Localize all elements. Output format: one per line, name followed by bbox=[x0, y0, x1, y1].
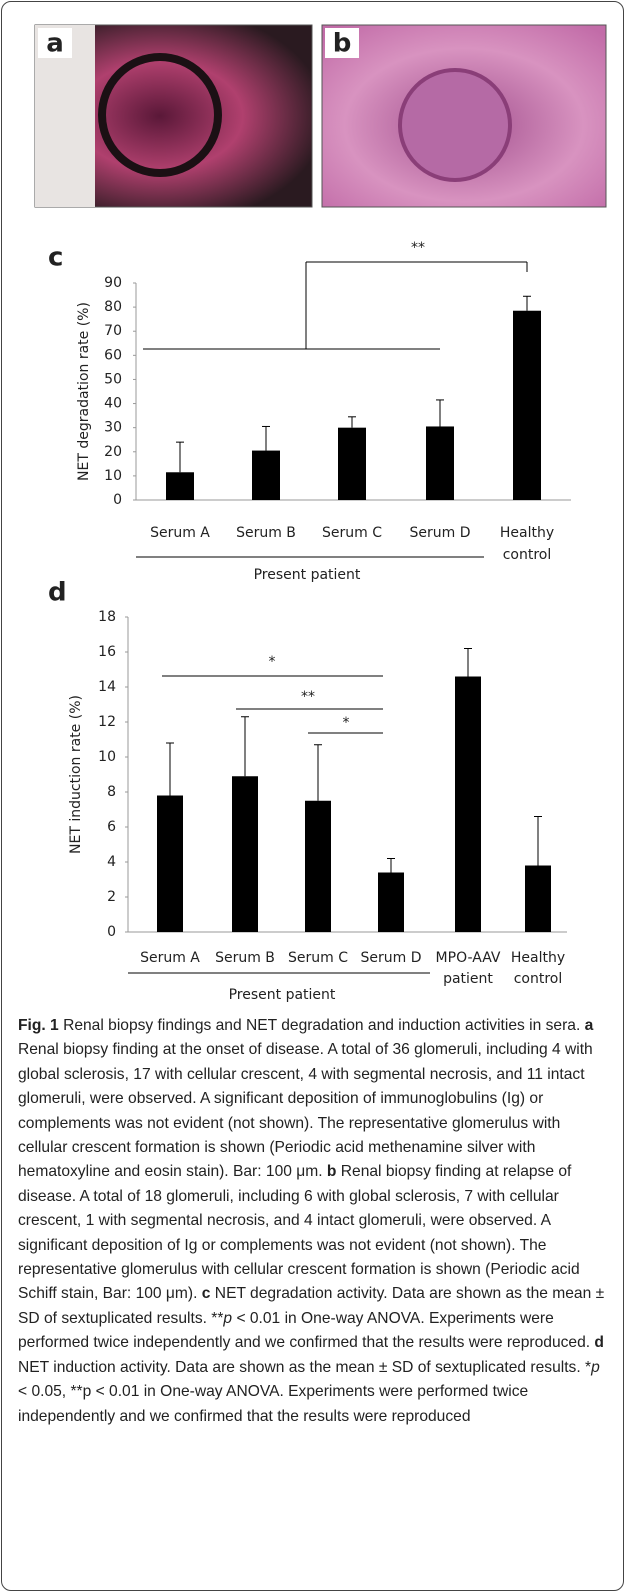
y-tick-label: 6 bbox=[107, 819, 116, 835]
caption-text: a bbox=[585, 1017, 594, 1034]
significance: ** bbox=[301, 689, 315, 705]
panel-label: a bbox=[46, 29, 64, 59]
caption-text: d bbox=[594, 1334, 604, 1351]
y-tick-label: 16 bbox=[98, 644, 116, 660]
x-tick-label: Healthy control bbox=[511, 950, 565, 987]
error-bar bbox=[241, 717, 249, 777]
y-tick-label: 40 bbox=[104, 396, 122, 412]
bar bbox=[305, 801, 331, 932]
x-tick-label: Serum A bbox=[150, 525, 210, 541]
error-bar bbox=[464, 649, 472, 677]
y-tick-label: 14 bbox=[98, 679, 116, 695]
x-tick-label: Serum C bbox=[322, 525, 382, 541]
group-label: Present patient bbox=[229, 987, 336, 1003]
y-tick-label: 30 bbox=[104, 420, 122, 436]
error-bar bbox=[262, 426, 270, 450]
x-tick-label: Serum B bbox=[215, 950, 275, 966]
y-axis-label: NET degradation rate (%) bbox=[76, 302, 92, 481]
bar bbox=[378, 873, 404, 933]
panel-label: b bbox=[333, 29, 352, 59]
caption-text: Renal biopsy finding at the onset of dis… bbox=[18, 1041, 593, 1180]
error-bar bbox=[534, 817, 542, 866]
caption-text: p bbox=[223, 1310, 232, 1327]
caption-text: < 0.05, **p < 0.01 in One-way ANOVA. Exp… bbox=[18, 1383, 528, 1424]
panel-label: c bbox=[48, 243, 63, 273]
y-tick-label: 18 bbox=[98, 609, 116, 625]
glomerulus bbox=[400, 70, 510, 180]
y-tick-label: 0 bbox=[107, 924, 116, 940]
y-tick-label: 12 bbox=[98, 714, 116, 730]
label-line: control bbox=[514, 971, 563, 987]
y-tick-label: 10 bbox=[98, 749, 116, 765]
bar bbox=[252, 451, 280, 500]
caption-text: Renal biopsy findings and NET degradatio… bbox=[59, 1017, 585, 1034]
label-line: control bbox=[503, 547, 552, 563]
error-bar bbox=[314, 745, 322, 801]
caption-text: b bbox=[327, 1163, 337, 1180]
label-line: Healthy bbox=[511, 950, 565, 966]
panel-label: d bbox=[48, 578, 67, 608]
caption-text: Fig. 1 bbox=[18, 1017, 59, 1034]
x-tick-label: MPO-AAV patient bbox=[436, 950, 501, 987]
bar bbox=[232, 776, 258, 932]
x-tick-label: Serum D bbox=[410, 525, 471, 541]
error-bar bbox=[387, 859, 395, 873]
y-tick-label: 0 bbox=[113, 492, 122, 508]
bar bbox=[455, 677, 481, 933]
caption-text: NET induction activity. Data are shown a… bbox=[18, 1359, 591, 1376]
x-tick-label: Serum D bbox=[361, 950, 422, 966]
y-tick-label: 90 bbox=[104, 275, 122, 291]
y-tick-label: 60 bbox=[104, 347, 122, 363]
page: a b cNET degradation rate (%)01020304050… bbox=[0, 0, 625, 1592]
y-tick-label: 50 bbox=[104, 371, 122, 387]
x-tick-label: Healthy control bbox=[500, 525, 554, 563]
bar bbox=[157, 796, 183, 933]
y-axis-label: NET induction rate (%) bbox=[68, 695, 84, 854]
error-bar bbox=[176, 442, 184, 472]
error-bar bbox=[436, 400, 444, 427]
y-tick-label: 20 bbox=[104, 444, 122, 460]
label-line: Healthy bbox=[500, 525, 554, 541]
y-tick-label: 80 bbox=[104, 299, 122, 315]
caption-text: p bbox=[591, 1359, 600, 1376]
label-line: MPO-AAV bbox=[436, 950, 501, 966]
x-tick-label: Serum B bbox=[236, 525, 296, 541]
bar bbox=[426, 426, 454, 500]
significance: ** bbox=[411, 240, 425, 256]
y-tick-label: 2 bbox=[107, 889, 116, 905]
y-tick-label: 4 bbox=[107, 854, 116, 870]
group-label: Present patient bbox=[254, 567, 361, 583]
significance: * bbox=[343, 715, 350, 731]
y-tick-label: 10 bbox=[104, 468, 122, 484]
y-tick-label: 8 bbox=[107, 784, 116, 800]
caption: Fig. 1 Renal biopsy findings and NET deg… bbox=[18, 1014, 612, 1429]
label-line: patient bbox=[443, 971, 493, 987]
error-bar bbox=[523, 296, 531, 310]
significance: * bbox=[269, 654, 276, 670]
bar bbox=[166, 472, 194, 500]
bar bbox=[513, 311, 541, 500]
y-tick-label: 70 bbox=[104, 323, 122, 339]
x-tick-label: Serum A bbox=[140, 950, 200, 966]
error-bar bbox=[348, 417, 356, 428]
bar bbox=[338, 428, 366, 500]
bar bbox=[525, 866, 551, 933]
error-bar bbox=[166, 743, 174, 796]
x-tick-label: Serum C bbox=[288, 950, 348, 966]
caption-text: Renal biopsy finding at relapse of disea… bbox=[18, 1163, 580, 1302]
